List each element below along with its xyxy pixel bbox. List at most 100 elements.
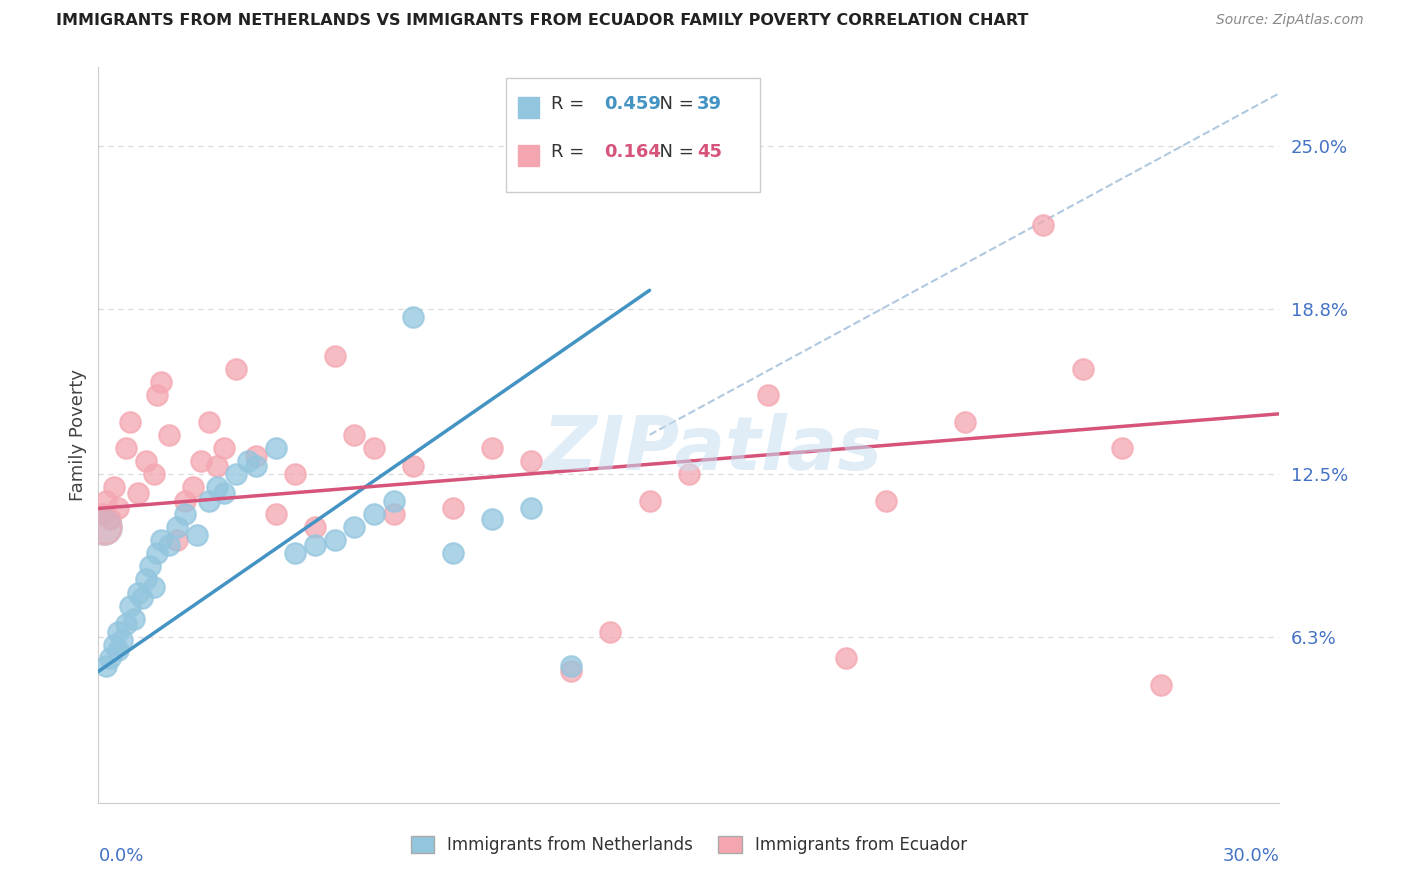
Point	[190, 454, 212, 468]
Point	[115, 617, 138, 632]
Point	[115, 441, 138, 455]
Text: N =: N =	[648, 95, 699, 112]
Point	[150, 376, 173, 390]
Point	[323, 533, 346, 547]
Point	[174, 493, 197, 508]
Point	[402, 310, 425, 324]
Bar	[517, 145, 538, 166]
Text: R =: R =	[551, 95, 589, 112]
Point	[678, 467, 700, 482]
Point	[638, 493, 661, 508]
Point	[658, 152, 681, 166]
Text: IMMIGRANTS FROM NETHERLANDS VS IMMIGRANTS FROM ECUADOR FAMILY POVERTY CORRELATIO: IMMIGRANTS FROM NETHERLANDS VS IMMIGRANT…	[56, 13, 1029, 29]
Point	[135, 454, 157, 468]
Point	[363, 507, 385, 521]
Point	[343, 520, 366, 534]
Point	[111, 632, 134, 647]
Point	[236, 454, 259, 468]
Point	[284, 467, 307, 482]
Point	[142, 467, 165, 482]
Point	[245, 459, 267, 474]
Point	[1150, 677, 1173, 691]
Point	[520, 454, 543, 468]
Point	[118, 415, 141, 429]
Point	[107, 643, 129, 657]
Point	[166, 533, 188, 547]
Point	[284, 546, 307, 560]
Point	[93, 520, 115, 534]
Point	[131, 591, 153, 605]
Point	[481, 441, 503, 455]
Point	[343, 427, 366, 442]
Point	[599, 624, 621, 639]
Point	[304, 538, 326, 552]
Point	[181, 480, 204, 494]
FancyBboxPatch shape	[506, 78, 759, 192]
Point	[402, 459, 425, 474]
Point	[107, 624, 129, 639]
Point	[214, 441, 236, 455]
Point	[142, 580, 165, 594]
Point	[103, 638, 125, 652]
Point	[91, 507, 114, 521]
Point	[197, 493, 219, 508]
Point	[756, 388, 779, 402]
Point	[166, 520, 188, 534]
Y-axis label: Family Poverty: Family Poverty	[69, 369, 87, 500]
Point	[96, 659, 118, 673]
Point	[560, 665, 582, 679]
Point	[304, 520, 326, 534]
Text: 39: 39	[697, 95, 723, 112]
Point	[157, 538, 180, 552]
Point	[382, 507, 405, 521]
Point	[138, 559, 160, 574]
Point	[481, 512, 503, 526]
Point	[186, 527, 208, 541]
Point	[441, 501, 464, 516]
Point	[122, 612, 145, 626]
Point	[225, 467, 247, 482]
Point	[560, 659, 582, 673]
Point	[98, 651, 121, 665]
Point	[157, 427, 180, 442]
Point	[214, 485, 236, 500]
Point	[835, 651, 858, 665]
Point	[245, 449, 267, 463]
Point	[363, 441, 385, 455]
Point	[98, 512, 121, 526]
Point	[118, 599, 141, 613]
Point	[103, 480, 125, 494]
Point	[1032, 218, 1054, 232]
Text: 0.164: 0.164	[605, 143, 661, 161]
Point	[441, 546, 464, 560]
Point	[520, 501, 543, 516]
Point	[205, 459, 228, 474]
Point	[127, 585, 149, 599]
Point	[107, 501, 129, 516]
Point	[127, 485, 149, 500]
Text: N =: N =	[648, 143, 699, 161]
Point	[382, 493, 405, 508]
Point	[205, 480, 228, 494]
Text: ZIPatlas: ZIPatlas	[543, 413, 883, 486]
Point	[197, 415, 219, 429]
Point	[1111, 441, 1133, 455]
Text: 45: 45	[697, 143, 723, 161]
Text: 30.0%: 30.0%	[1223, 847, 1279, 865]
Text: 0.459: 0.459	[605, 95, 661, 112]
Point	[135, 573, 157, 587]
Point	[323, 349, 346, 363]
Point	[146, 546, 169, 560]
Point	[264, 441, 287, 455]
Text: Source: ZipAtlas.com: Source: ZipAtlas.com	[1216, 13, 1364, 28]
Point	[264, 507, 287, 521]
Point	[953, 415, 976, 429]
Text: R =: R =	[551, 143, 589, 161]
Bar	[517, 97, 538, 119]
Point	[150, 533, 173, 547]
Point	[875, 493, 897, 508]
Point	[174, 507, 197, 521]
Point	[225, 362, 247, 376]
Text: 0.0%: 0.0%	[98, 847, 143, 865]
Point	[93, 520, 115, 534]
